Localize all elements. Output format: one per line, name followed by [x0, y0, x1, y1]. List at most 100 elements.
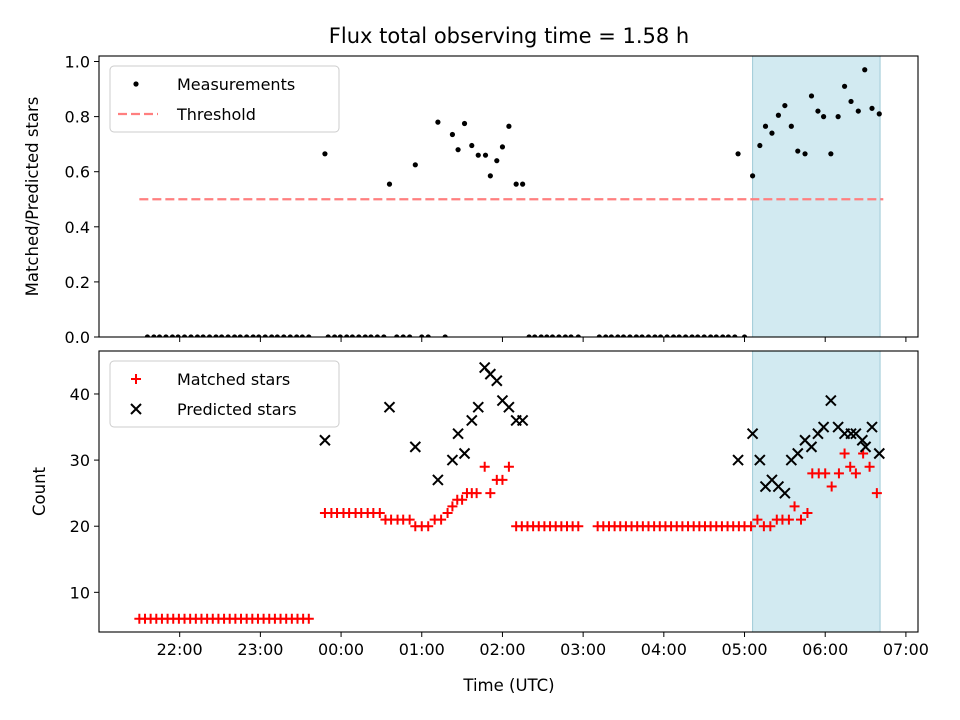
measurement-point: [250, 334, 256, 337]
predicted-star-point: [452, 427, 464, 440]
measurement-point: [841, 83, 848, 89]
measurement-point: [144, 334, 151, 337]
measurement-point: [294, 334, 300, 337]
legend-label: Measurements: [177, 75, 295, 94]
measurement-point: [269, 334, 275, 337]
predicted-star-point: [503, 401, 515, 413]
measurement-point: [412, 162, 418, 168]
matched-star-point: [471, 488, 482, 499]
measurement-point: [349, 334, 355, 337]
matched-star-point: [845, 461, 856, 472]
predicted-star-point: [859, 441, 872, 453]
measurement-point: [549, 334, 556, 337]
measurement-point: [526, 334, 532, 337]
measurement-point: [156, 334, 163, 337]
matched-star-point: [802, 507, 813, 518]
matched-star-point: [404, 514, 415, 525]
measurement-point: [782, 102, 788, 109]
figure-title: Flux total observing time = 1.58 h: [329, 24, 689, 48]
matched-star-point: [442, 507, 453, 518]
predicted-star-point: [873, 447, 885, 460]
legend-marker-plus: [131, 374, 141, 384]
measurement-point: [419, 334, 425, 337]
measurement-point: [538, 334, 544, 337]
measurement-point: [802, 151, 808, 157]
measurement-point: [808, 93, 815, 99]
x-tick-label: 03:00: [560, 640, 606, 659]
measurement-point: [795, 148, 801, 154]
measurement-point: [676, 334, 682, 337]
measurement-point: [262, 334, 268, 337]
matched-star-point: [374, 507, 385, 518]
measurement-point: [732, 334, 738, 337]
y-tick-label: 0.6: [65, 163, 90, 182]
measurement-point: [725, 334, 731, 337]
measurement-point: [461, 120, 468, 127]
measurement-point: [869, 105, 875, 111]
measurement-point: [325, 334, 331, 337]
x-tick-label: 07:00: [883, 640, 929, 659]
measurement-point: [835, 114, 841, 120]
measurement-point: [425, 334, 431, 337]
measurement-point: [735, 151, 741, 157]
y-tick-label: 1.0: [65, 53, 90, 72]
x-tick-label: 23:00: [237, 640, 283, 659]
measurement-point: [237, 334, 243, 337]
measurement-point: [163, 334, 169, 337]
measurement-point: [213, 334, 219, 337]
measurement-point: [645, 334, 652, 337]
matched-star-point: [503, 461, 514, 472]
x-tick-label: 00:00: [318, 640, 364, 659]
measurement-point: [664, 334, 670, 337]
matched-star-point: [833, 468, 844, 479]
x-tick-label: 04:00: [641, 640, 687, 659]
predicted-star-point: [516, 414, 529, 427]
y-tick-label: 30: [70, 451, 90, 470]
y-tick-label: 20: [70, 517, 90, 536]
measurement-point: [848, 98, 854, 105]
matched-star-point: [457, 494, 468, 505]
measurement-point: [544, 334, 550, 337]
measurement-point: [568, 334, 574, 337]
measurement-point: [603, 334, 609, 337]
predicted-star-point: [845, 427, 857, 440]
measurement-point: [708, 334, 714, 337]
predicted-star-point: [754, 454, 766, 466]
predicted-star-point: [856, 434, 869, 446]
matched-star-point: [789, 501, 800, 512]
x-axis-label: Time (UTC): [462, 676, 554, 695]
measurement-point: [695, 334, 701, 337]
measurement-point: [689, 334, 695, 337]
predicted-star-point: [319, 434, 331, 446]
predicted-star-point: [458, 447, 471, 460]
measurement-point: [175, 334, 181, 337]
measurement-point: [386, 181, 393, 187]
measurement-point: [381, 334, 387, 337]
measurement-point: [287, 334, 293, 337]
measurement-point: [299, 334, 305, 337]
measurement-point: [194, 334, 201, 337]
measurement-point: [701, 334, 707, 337]
predicted-star-point: [472, 401, 484, 413]
measurement-point: [788, 123, 794, 129]
measurement-point: [256, 334, 262, 337]
predicted-star-point: [792, 447, 804, 460]
measurement-point: [169, 334, 176, 337]
measurement-point: [344, 334, 350, 337]
measurement-point: [513, 181, 519, 187]
matched-star-point: [783, 514, 794, 525]
y-tick-label: 0.0: [65, 328, 90, 347]
y-tick-label: 0.4: [65, 218, 90, 237]
matched-star-point: [765, 521, 776, 532]
x-tick-label: 02:00: [479, 640, 525, 659]
y-axis-label: Count: [30, 466, 49, 516]
measurement-point: [828, 151, 834, 157]
measurement-point: [407, 334, 413, 337]
x-tick-label: 05:00: [721, 640, 767, 659]
measurement-point: [188, 334, 194, 337]
measurement-point: [757, 142, 763, 149]
predicted-star-point: [491, 375, 503, 387]
matched-star-point: [479, 461, 490, 472]
measurement-point: [151, 334, 157, 337]
